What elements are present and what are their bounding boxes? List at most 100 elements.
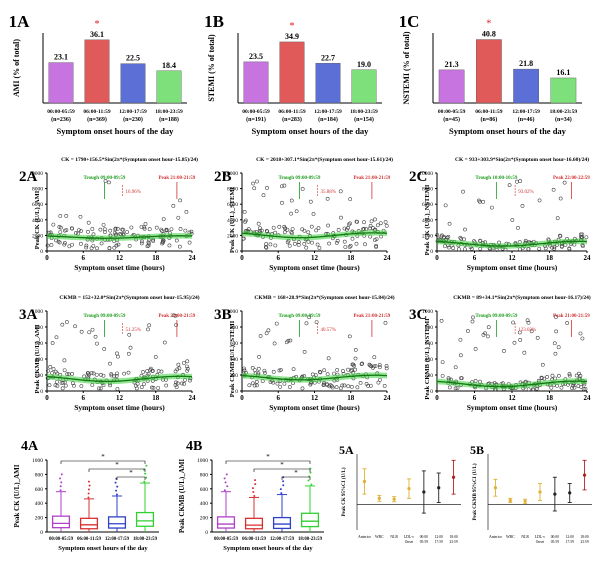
panel-label: 2B — [214, 169, 232, 185]
panel-label: 5B — [470, 443, 484, 457]
data-point — [374, 245, 378, 249]
outlier-point — [226, 485, 229, 488]
data-point — [266, 328, 271, 333]
data-point — [262, 368, 267, 373]
data-point — [360, 361, 365, 366]
data-point — [306, 239, 311, 244]
data-point — [54, 335, 59, 340]
x-tick-label: 0 — [240, 254, 244, 262]
data-point — [93, 334, 98, 339]
x-tick-label: 6 — [82, 254, 86, 262]
box — [135, 511, 155, 527]
outlier-point — [115, 493, 118, 496]
data-point — [473, 347, 478, 351]
data-point — [309, 224, 314, 229]
bar-value-label: 36.1 — [90, 30, 104, 39]
data-point — [73, 324, 77, 329]
data-point — [115, 226, 120, 231]
trough-label: Trough 09:00-09:59 — [475, 314, 517, 319]
data-point — [116, 242, 121, 247]
data-point — [264, 245, 269, 250]
data-point — [327, 241, 331, 246]
data-point — [314, 228, 319, 233]
x-tick-label: 05:59 — [551, 540, 559, 544]
x-axis-label: Symptom onset time (hours) — [269, 263, 360, 272]
data-point — [321, 382, 326, 387]
data-point — [177, 244, 182, 249]
data-point — [185, 366, 190, 371]
x-axis-label: Symptom onset time (hours) — [467, 263, 558, 272]
data-point — [453, 365, 458, 370]
panel-label: 5A — [339, 443, 354, 457]
data-point — [349, 384, 354, 389]
mean-point — [582, 473, 587, 477]
y-tick-label: 1000 — [197, 458, 208, 464]
x-tick-n-label: (n=46) — [518, 116, 535, 123]
x-tick-n-label: (n=34) — [555, 116, 572, 123]
outlier-point — [254, 483, 257, 486]
y-tick-label: 6000 — [32, 202, 43, 208]
data-point — [280, 200, 284, 205]
data-point — [325, 372, 330, 377]
data-point — [440, 373, 445, 378]
data-point — [169, 227, 174, 232]
bar — [120, 63, 146, 104]
data-point — [478, 379, 482, 384]
data-point — [86, 371, 91, 376]
bar-value-label: 18.4 — [162, 61, 176, 70]
y-tick-label: 8000 — [227, 187, 238, 193]
y-tick-label: 200 — [230, 373, 239, 379]
fit-curve — [436, 380, 588, 388]
data-point — [562, 180, 567, 185]
data-point — [368, 226, 372, 231]
x-tick-n-label: (n=184) — [318, 116, 338, 123]
data-point — [173, 369, 178, 374]
data-point — [348, 221, 352, 226]
y-tick-label: 800 — [200, 472, 209, 478]
data-point — [346, 222, 351, 227]
data-point — [154, 225, 159, 230]
y-tick-label: 400 — [425, 357, 434, 363]
outlier-point — [225, 473, 228, 476]
panel-5B: 5B Peak CKMB 95%CI (U/L) Anterior WBC NLR LDL… — [466, 440, 596, 558]
data-point — [278, 384, 283, 389]
bar-value-label: 23.5 — [249, 52, 263, 61]
bar — [513, 68, 539, 104]
data-point — [373, 364, 378, 368]
data-point — [458, 235, 463, 240]
panel-label: 4B — [186, 439, 202, 454]
data-point — [272, 341, 277, 346]
data-point — [45, 243, 50, 248]
data-point — [60, 386, 65, 391]
y-tick-label: 8000 — [422, 187, 433, 193]
bar — [476, 39, 502, 104]
data-point — [567, 247, 572, 251]
panel-1A: 1A AMI (% of total) 23.1 00:00-05:59 (n=236)… — [5, 5, 195, 145]
x-tick-label: 24 — [384, 254, 392, 262]
data-point — [347, 334, 352, 339]
x-tick-label: 23:59 — [449, 540, 457, 544]
data-point — [53, 369, 58, 374]
y-tick-label: 400 — [35, 501, 44, 507]
y-axis-label: Peak CKMB (U/L)_NSTEMI — [424, 318, 431, 400]
data-point — [565, 321, 570, 325]
mean-point — [523, 499, 527, 503]
y-axis-label: Peak CKMB (U/L)_AMI — [34, 324, 41, 393]
x-tick-label: 18:00 — [449, 535, 457, 539]
data-point — [525, 318, 530, 323]
box — [51, 515, 71, 529]
y-tick-label: 800 — [425, 325, 434, 331]
data-point — [296, 242, 301, 247]
x-tick-n-label: (n=230) — [123, 116, 143, 123]
chart-title: CKMB = 168+28.9*Sin(2π*(Symptom onset ho… — [254, 294, 394, 301]
data-point — [46, 368, 50, 373]
trough-label: Trough 09:00-09:59 — [83, 176, 125, 181]
y-tick-label: 0 — [430, 249, 433, 255]
outlier-point — [223, 477, 226, 480]
bar — [438, 69, 465, 104]
data-point — [184, 210, 189, 214]
data-point — [512, 340, 517, 345]
outlier-point — [282, 484, 285, 487]
data-point — [282, 381, 287, 386]
fit-curve — [46, 375, 193, 383]
